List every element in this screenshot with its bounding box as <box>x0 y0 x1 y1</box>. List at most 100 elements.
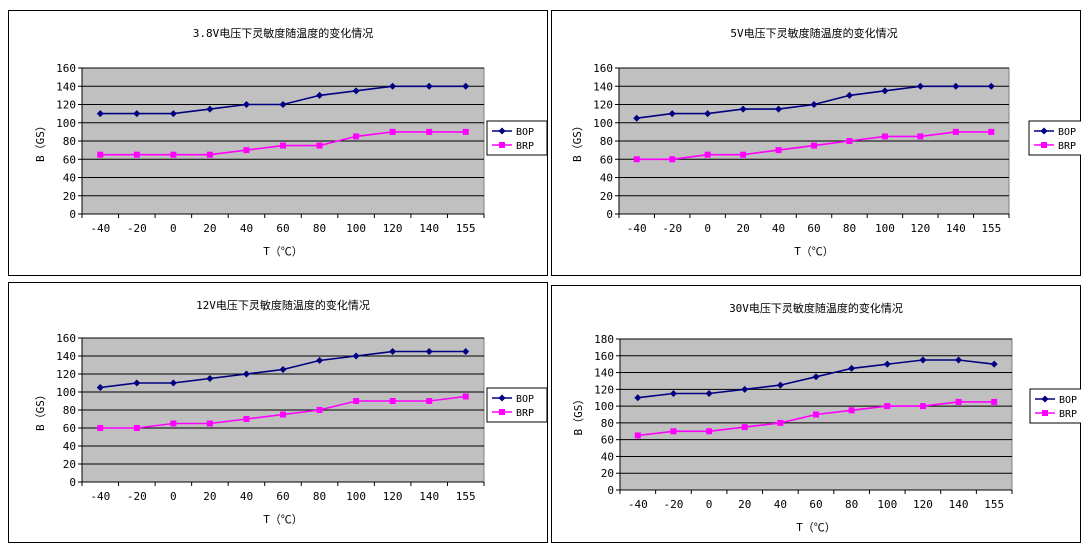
y-tick-label: 140 <box>56 350 76 363</box>
data-point-bop <box>741 385 749 393</box>
data-point-bop <box>919 356 927 364</box>
chart-svg: 12V电压下灵敏度随温度的变化情况 0 20 40 60 80 100 120 140 160 -4… <box>34 298 548 526</box>
data-point-bop <box>669 390 677 398</box>
y-tick-label: 60 <box>600 153 613 166</box>
data-point-bop <box>316 91 324 99</box>
legend-swatch-marker <box>499 142 505 148</box>
data-point-brp <box>243 147 250 154</box>
x-tick-label: 40 <box>774 498 787 511</box>
chart-panel-12v: 12V电压下灵敏度随温度的变化情况 0 20 40 60 80 100 120 140 160 -4… <box>8 282 548 543</box>
x-tick-label: 0 <box>706 498 713 511</box>
y-tick-label: 60 <box>63 153 76 166</box>
y-tick-label: 160 <box>56 62 76 75</box>
data-point-brp <box>462 393 469 400</box>
data-point-bop <box>169 379 177 387</box>
y-tick-label: 80 <box>601 417 614 430</box>
x-tick-label: -40 <box>627 222 647 235</box>
y-tick-label: 120 <box>593 99 613 112</box>
y-tick-label: 40 <box>63 440 76 453</box>
x-tick-label: -20 <box>662 222 682 235</box>
data-point-bop <box>955 356 963 364</box>
data-point-brp <box>706 428 713 435</box>
data-point-brp <box>133 151 140 158</box>
y-tick-label: 20 <box>63 458 76 471</box>
x-tick-label: 155 <box>456 222 476 235</box>
data-point-brp <box>389 398 396 404</box>
data-point-brp <box>991 398 998 405</box>
data-point-brp <box>741 424 748 431</box>
y-tick-label: 100 <box>56 386 76 399</box>
data-point-bop <box>775 105 783 113</box>
chart-svg: 3.8V电压下灵敏度随温度的变化情况 0 20 40 60 80 100 120 140 160 -… <box>34 26 548 258</box>
data-point-brp <box>952 128 959 135</box>
y-tick-label: 120 <box>594 383 614 396</box>
y-tick-label: 40 <box>600 172 613 185</box>
data-point-brp <box>316 142 323 149</box>
data-point-bop <box>916 82 924 90</box>
x-tick-label: 140 <box>949 498 969 511</box>
data-point-bop <box>206 105 214 113</box>
y-tick-label: 40 <box>601 450 614 463</box>
y-tick-label: 100 <box>594 400 614 413</box>
chart-title: 12V电压下灵敏度随温度的变化情况 <box>196 298 370 312</box>
x-tick-label: 120 <box>383 222 403 235</box>
data-point-bop <box>316 357 324 364</box>
y-tick-label: 0 <box>607 484 614 497</box>
x-tick-label: 100 <box>346 490 366 503</box>
y-tick-label: 180 <box>594 333 614 346</box>
data-point-bop <box>883 360 891 368</box>
data-point-brp <box>353 398 360 404</box>
data-point-brp <box>740 151 747 158</box>
y-tick-label: 0 <box>606 208 613 221</box>
y-tick-label: 120 <box>56 99 76 112</box>
legend-label: BOP <box>516 127 534 138</box>
y-tick-label: 60 <box>63 422 76 435</box>
x-tick-label: 20 <box>203 490 216 503</box>
data-point-bop <box>425 82 433 90</box>
x-tick-label: 155 <box>456 490 476 503</box>
data-point-brp <box>280 411 286 418</box>
data-point-brp <box>919 403 926 410</box>
x-tick-label: 120 <box>910 222 930 235</box>
data-point-brp <box>389 128 396 135</box>
data-point-bop <box>133 379 141 387</box>
x-tick-label: 60 <box>276 222 289 235</box>
x-tick-label: 140 <box>946 222 966 235</box>
data-point-brp <box>353 133 360 140</box>
data-point-brp <box>133 425 140 431</box>
data-point-bop <box>810 101 818 108</box>
data-point-bop <box>425 348 433 355</box>
data-point-bop <box>848 364 856 372</box>
legend-swatch-marker <box>1042 410 1048 416</box>
x-tick-label: 155 <box>981 222 1001 235</box>
data-point-bop <box>133 110 141 118</box>
x-tick-label: 20 <box>203 222 216 235</box>
y-axis-label: B（GS） <box>571 120 584 162</box>
data-point-brp <box>316 407 323 413</box>
data-point-bop <box>462 82 470 90</box>
data-point-brp <box>462 128 469 135</box>
y-tick-label: 40 <box>63 172 76 185</box>
y-tick-label: 140 <box>56 80 76 93</box>
data-point-bop <box>389 348 397 355</box>
chart-title: 5V电压下灵敏度随温度的变化情况 <box>730 26 897 40</box>
legend-box <box>486 120 548 156</box>
y-tick-label: 80 <box>600 135 613 148</box>
data-point-brp <box>848 407 855 414</box>
legend-label: BRP <box>1058 141 1076 152</box>
x-tick-label: 60 <box>809 498 822 511</box>
x-tick-label: 100 <box>346 222 366 235</box>
data-point-brp <box>988 128 995 135</box>
y-tick-label: 100 <box>593 117 613 130</box>
data-point-brp <box>170 151 177 158</box>
y-tick-label: 140 <box>594 367 614 380</box>
chart-title: 30V电压下灵敏度随温度的变化情况 <box>729 301 903 315</box>
data-point-brp <box>917 133 924 140</box>
y-tick-label: 0 <box>69 476 76 489</box>
x-tick-label: 120 <box>383 490 403 503</box>
legend-swatch-marker <box>498 127 506 135</box>
x-tick-label: 40 <box>240 490 253 503</box>
data-point-bop <box>952 82 960 90</box>
data-point-brp <box>426 128 433 135</box>
data-point-bop <box>169 110 177 118</box>
